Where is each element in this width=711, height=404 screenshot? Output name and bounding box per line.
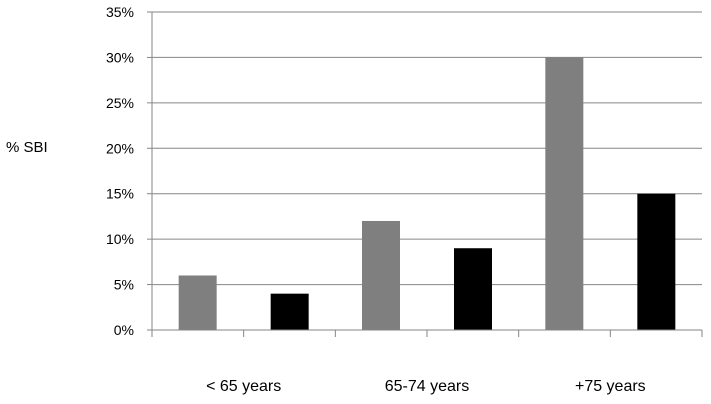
- bar: [362, 220, 400, 330]
- bar: [545, 57, 584, 331]
- y-tick-label: 5%: [114, 277, 134, 293]
- x-category-label: 65-74 years: [385, 378, 470, 395]
- y-tick-label: 30%: [106, 49, 134, 65]
- bar: [270, 293, 309, 330]
- x-category-label: < 65 years: [206, 378, 281, 395]
- gridlines: [152, 11, 702, 286]
- y-tick-label: 20%: [106, 140, 134, 156]
- y-tick-label: 25%: [106, 95, 134, 111]
- bar: [454, 248, 492, 330]
- y-tick-label: 35%: [106, 4, 134, 20]
- bar: [178, 275, 217, 330]
- y-tick-label: 15%: [106, 186, 134, 202]
- y-axis: 0% 5% 10% 15% 20% 25% 30% 35%: [106, 4, 153, 338]
- x-category-label: +75 years: [575, 378, 646, 395]
- bar: [637, 193, 676, 330]
- x-axis: < 65 years 65-74 years +75 years: [151, 329, 703, 395]
- bars: [178, 57, 676, 331]
- y-axis-title: % SBI: [6, 139, 48, 156]
- y-tick-label: 0%: [114, 322, 134, 338]
- y-tick-label: 10%: [106, 231, 134, 247]
